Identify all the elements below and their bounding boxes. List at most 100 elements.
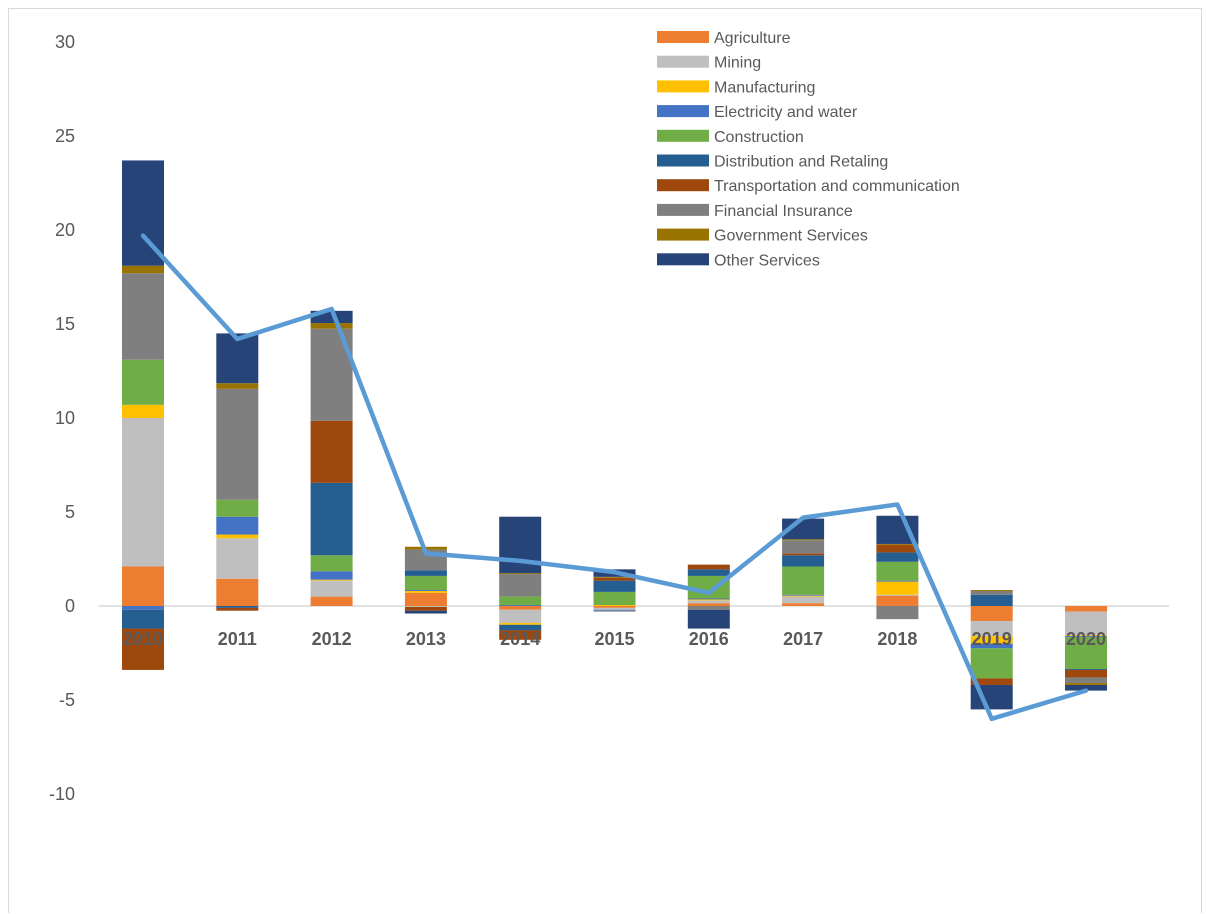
bar-segment [688,569,730,576]
bar-segment [122,273,164,359]
bar-segment [311,580,353,581]
bar-segment [782,553,824,555]
bar-segment [311,483,353,555]
legend-swatch [657,130,709,142]
bar-segment [782,567,824,595]
bar-segment [876,581,918,582]
bar-segment [688,603,730,606]
bar-segment [782,540,824,553]
bar-segment [122,606,164,610]
bar-segment [499,605,541,606]
x-tick-label: 2015 [594,629,634,649]
bar-segment [876,544,918,545]
legend-label: Electricity and water [714,104,858,121]
x-tick-label: 2010 [123,629,163,649]
x-tick-label: 2016 [689,629,729,649]
legend-label: Construction [714,129,804,146]
y-tick-label: 15 [55,314,75,334]
bar-segment [122,418,164,567]
bar-segment [499,610,541,623]
bar-segment [594,605,636,606]
bar-segment [688,598,730,599]
legend-label: Distribution and Retaling [714,154,888,171]
y-tick-label: 30 [55,32,75,52]
x-tick-label: 2013 [406,629,446,649]
bar-segment [688,599,730,600]
bar-segment [971,591,1013,595]
bar-segment [971,648,1013,678]
bar-segment [1065,670,1107,678]
bar-segment [1065,683,1107,685]
bar-segment [594,606,636,608]
legend-label: Mining [714,55,761,72]
bar-segment [594,608,636,610]
bar-segment [311,571,353,579]
y-tick-label: 5 [65,502,75,522]
bar-segment [499,573,541,574]
bar-segment [876,595,918,596]
bars [122,160,1107,709]
bar-segment [782,597,824,604]
bar-segment [122,360,164,405]
bar-segment [405,576,447,590]
bar-segment [876,545,918,553]
x-tick-label: 2020 [1066,629,1106,649]
bar-segment [876,562,918,581]
bar-segment [122,567,164,606]
legend-swatch [657,31,709,43]
bar-segment [122,610,164,629]
bar-segment [688,610,730,629]
bar-segment [971,590,1013,591]
bar-segment [216,383,258,389]
bar-segment [216,538,258,578]
legend-swatch [657,229,709,241]
bar-segment [782,596,824,597]
y-tick-label: 0 [65,596,75,616]
bar-segment [216,500,258,517]
x-tick-label: 2019 [972,629,1012,649]
bar-segment [876,606,918,619]
y-tick-label: 10 [55,408,75,428]
legend-swatch [657,253,709,265]
legend-swatch [657,155,709,167]
bar-segment [688,600,730,603]
legend-swatch [657,80,709,92]
bar-segment [688,606,730,610]
x-tick-label: 2017 [783,629,823,649]
bar-segment [782,555,824,566]
bar-segment [594,578,636,581]
bar-segment [499,574,541,597]
bar-segment [688,565,730,570]
bar-segment [405,607,447,611]
bar-segment [1065,669,1107,670]
bar-segment [216,389,258,500]
legend-swatch [657,204,709,216]
bar-segment [499,606,541,610]
bar-segment [405,591,447,593]
bar-segment [122,266,164,274]
bar-segment [405,606,447,607]
bar-segment [1065,606,1107,612]
bar-segment [876,596,918,606]
bar-segment [594,610,636,611]
bar-segment [311,555,353,571]
bar-segment [216,535,258,539]
x-tick-label: 2011 [218,629,257,649]
bar-segment [216,579,258,606]
legend-label: Transportation and communication [714,178,960,195]
bar-segment [311,421,353,483]
bar-segment [216,608,258,611]
bar-segment [782,595,824,596]
x-tick-label: 2014 [500,629,540,649]
legend-label: Financial Insurance [714,203,853,220]
bar-segment [216,517,258,535]
x-tick-label: 2012 [312,629,352,649]
legend-label: Other Services [714,252,820,269]
bar-segment [216,606,258,608]
legend-swatch [657,105,709,117]
legend-label: Government Services [714,228,868,245]
bar-segment [311,323,353,329]
bar-segment [782,539,824,540]
